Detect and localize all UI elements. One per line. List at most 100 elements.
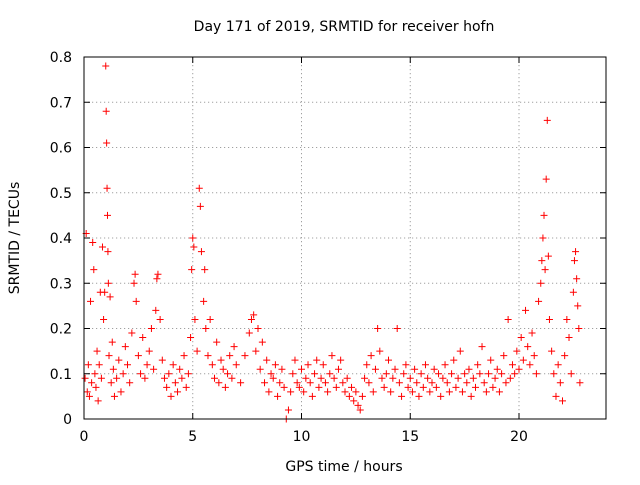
data-point <box>545 315 553 323</box>
x-tick-label: 0 <box>80 429 89 445</box>
data-point <box>232 361 240 369</box>
data-point <box>441 361 449 369</box>
data-point <box>261 379 269 387</box>
data-point <box>552 392 560 400</box>
data-point <box>445 388 453 396</box>
data-point <box>88 379 96 387</box>
data-point <box>121 343 129 351</box>
data-point <box>311 370 319 378</box>
data-point <box>109 365 117 373</box>
y-axis-tick-labels: 0 0.1 0.2 0.3 0.4 0.5 0.6 0.7 0.8 <box>50 50 72 428</box>
data-point <box>469 374 477 382</box>
data-point <box>84 361 92 369</box>
data-point <box>103 139 111 147</box>
data-point <box>104 279 112 287</box>
data-point <box>265 388 273 396</box>
data-point <box>538 257 546 265</box>
data-point <box>156 315 164 323</box>
data-point <box>426 388 434 396</box>
data-point <box>339 379 347 387</box>
data-point <box>302 374 310 382</box>
data-point <box>287 388 295 396</box>
data-point <box>217 356 225 364</box>
x-tick-label: 10 <box>293 429 311 445</box>
data-point <box>354 401 362 409</box>
data-point <box>241 352 249 360</box>
data-point <box>83 388 91 396</box>
data-point <box>101 288 109 296</box>
data-point <box>458 388 466 396</box>
data-point <box>517 334 525 342</box>
data-point <box>343 374 351 382</box>
data-point <box>190 243 198 251</box>
data-point <box>139 334 147 342</box>
data-point <box>197 248 205 256</box>
data-point <box>126 379 134 387</box>
data-point <box>102 62 110 70</box>
data-point <box>158 356 166 364</box>
data-point <box>89 239 97 247</box>
data-point <box>528 329 536 337</box>
data-point <box>542 175 550 183</box>
data-point <box>102 107 110 115</box>
y-tick-label: 0.3 <box>50 276 72 292</box>
data-point <box>570 257 578 265</box>
data-point <box>201 266 209 274</box>
data-point <box>250 311 258 319</box>
data-point <box>408 388 416 396</box>
data-point <box>105 352 113 360</box>
data-point <box>491 374 499 382</box>
data-point <box>213 338 221 346</box>
y-axis-label: SRMTID / TECUs <box>7 182 23 295</box>
data-point <box>356 406 364 414</box>
data-point <box>554 361 562 369</box>
data-point <box>147 325 155 332</box>
data-point <box>132 297 140 305</box>
data-point <box>367 352 375 360</box>
data-point <box>380 383 388 391</box>
data-point <box>576 379 584 387</box>
grid <box>84 57 606 419</box>
data-point <box>363 361 371 369</box>
data-point <box>330 374 338 382</box>
data-point <box>289 370 297 378</box>
data-point <box>550 370 558 378</box>
data-point <box>295 383 303 391</box>
data-point <box>437 392 445 400</box>
data-point <box>387 388 395 396</box>
data-point <box>474 361 482 369</box>
data-point <box>400 370 408 378</box>
data-point <box>87 297 95 305</box>
data-point <box>411 365 419 373</box>
data-point <box>276 379 284 387</box>
data-point <box>163 383 171 391</box>
data-point <box>487 356 495 364</box>
data-point <box>226 352 234 360</box>
data-point <box>308 392 316 400</box>
data-point <box>413 379 421 387</box>
data-point <box>541 266 549 274</box>
y-tick-label: 0.8 <box>50 50 72 66</box>
data-point <box>424 374 432 382</box>
data-point <box>456 347 464 355</box>
data-point <box>291 356 299 364</box>
data-point <box>443 379 451 387</box>
data-point <box>348 383 356 391</box>
data-point <box>184 370 192 378</box>
data-point <box>365 379 373 387</box>
data-point <box>361 374 369 382</box>
data-point <box>321 379 329 387</box>
data-point <box>382 370 390 378</box>
data-point <box>511 370 519 378</box>
data-point <box>100 315 108 323</box>
data-point <box>131 270 139 278</box>
data-point <box>113 374 121 382</box>
data-point <box>493 365 501 373</box>
x-tick-label: 15 <box>401 429 419 445</box>
y-tick-label: 0 <box>63 412 72 428</box>
data-point <box>572 248 580 256</box>
data-point <box>271 361 279 369</box>
data-point <box>385 356 392 364</box>
data-point <box>337 356 345 364</box>
